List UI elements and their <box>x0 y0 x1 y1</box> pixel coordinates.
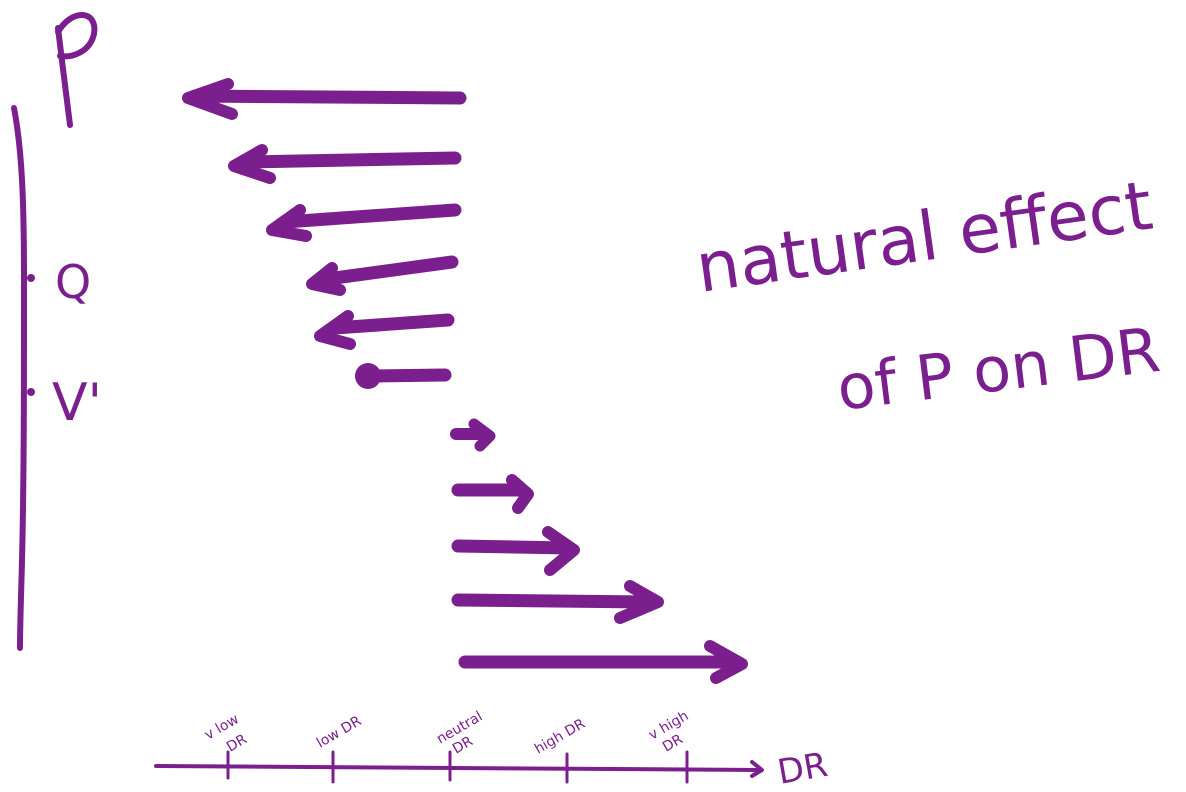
tick-label-high: high DR <box>532 716 588 758</box>
arrow-left-6 <box>355 363 452 389</box>
vertical-axis <box>11 105 35 651</box>
arrows-leftward <box>182 78 467 389</box>
x-axis <box>154 750 764 784</box>
arrow-left-5 <box>314 310 455 350</box>
mark-label-q: Q <box>55 255 91 309</box>
arrow-left-6-head <box>355 363 381 389</box>
annotation-line-2: of P on DR <box>833 313 1164 425</box>
arrows-rightward <box>450 418 748 684</box>
annotation: natural effect of P on DR <box>691 167 1163 425</box>
mark-label-v-prime: V' <box>52 373 102 433</box>
arrow-right-3 <box>451 526 580 576</box>
arrow-left-4 <box>306 255 459 296</box>
p-axis-label-glyph <box>55 12 98 128</box>
x-axis-label: DR <box>775 745 831 792</box>
arrow-left-3 <box>266 203 462 242</box>
arrow-right-5 <box>458 640 748 684</box>
mark-dot-v <box>27 388 35 396</box>
arrow-right-1 <box>450 418 496 452</box>
annotation-line-1: natural effect <box>691 167 1157 309</box>
mark-dot-q <box>27 274 35 282</box>
arrow-left-1 <box>182 78 467 120</box>
arrow-right-4 <box>451 580 664 624</box>
arrow-right-2 <box>451 474 534 514</box>
x-tick-labels: v low DR low DR neutral DR high DR v hig… <box>202 708 691 757</box>
tick-label-low: low DR <box>314 713 365 751</box>
arrow-left-2 <box>228 144 462 184</box>
